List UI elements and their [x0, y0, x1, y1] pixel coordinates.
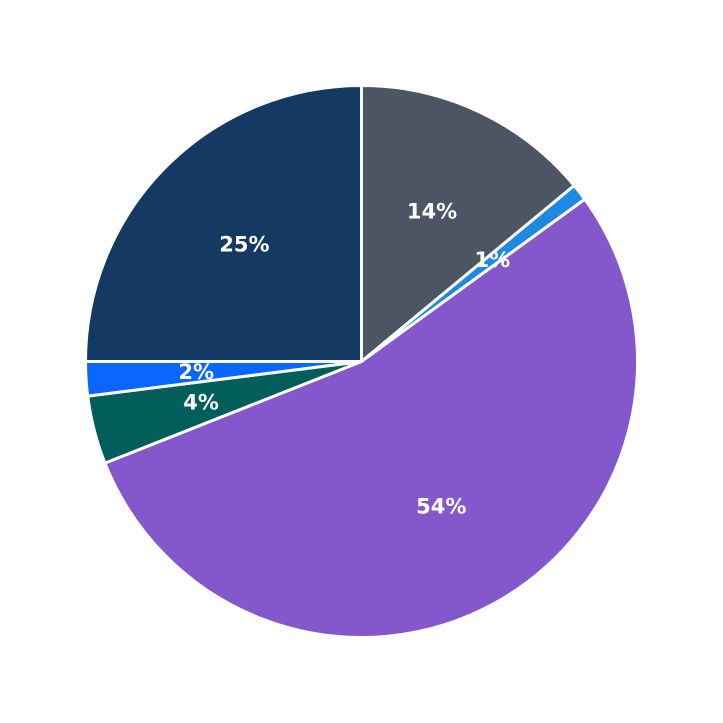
pie-slice-label-3: 4% [183, 391, 219, 415]
pie-labels: 14% 1% 54% 4% 2% 25% [178, 200, 510, 519]
pie-slice-0 [360, 84, 576, 363]
pie-slice-label-1: 1% [475, 248, 511, 272]
pie-slice-label-4: 2% [178, 360, 214, 384]
pie-slice-label-2: 54% [416, 495, 466, 519]
pie-slice-label-0: 14% [407, 200, 457, 224]
pie-slices [84, 84, 639, 639]
pie-slice-5 [84, 84, 363, 363]
pie-slice-2 [103, 197, 639, 639]
pie-slice-label-5: 25% [219, 232, 269, 256]
